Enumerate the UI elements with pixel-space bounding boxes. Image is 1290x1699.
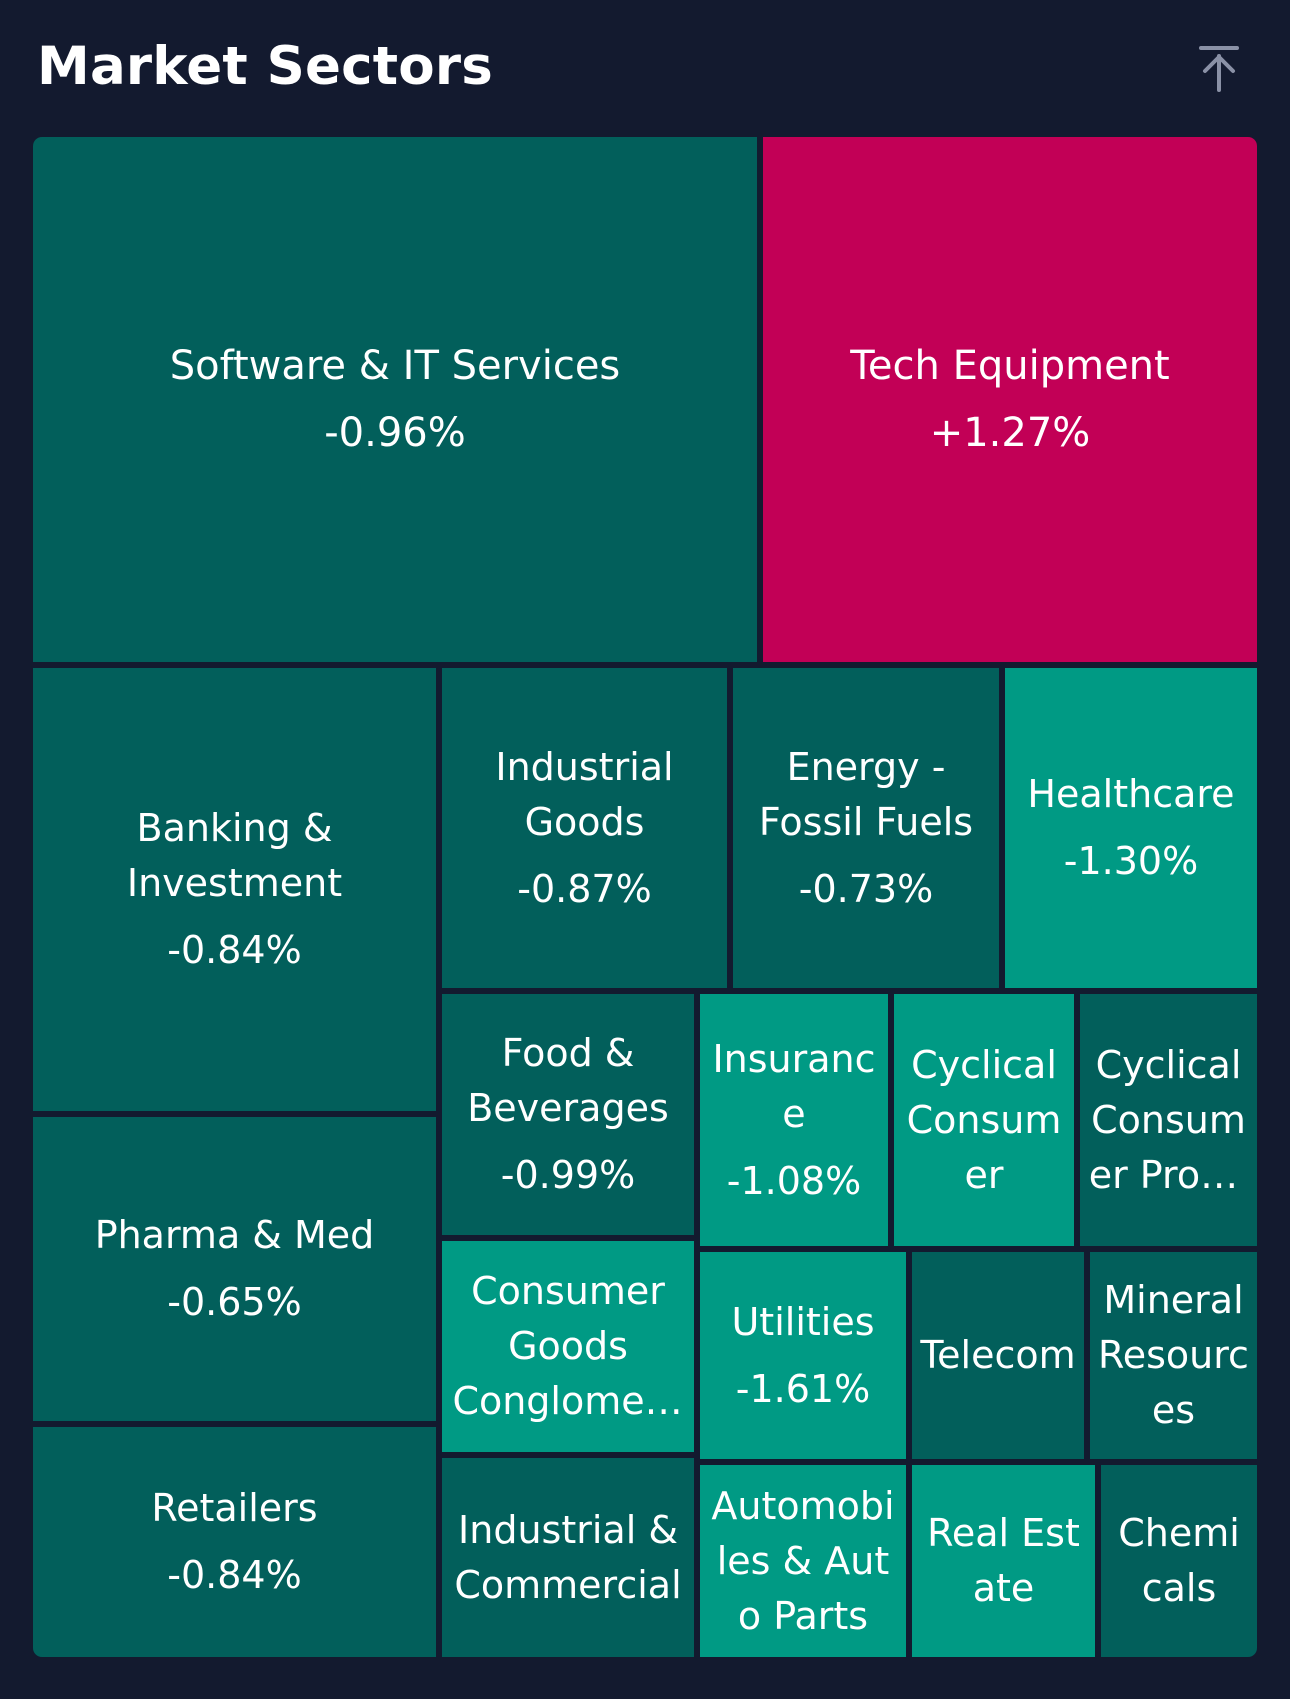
tile-name: Mineral Resources [1098, 1278, 1249, 1432]
tile-chemicals[interactable]: Chemicals [1101, 1465, 1257, 1657]
tile-name: Software & IT Services [169, 342, 621, 389]
tile-banking-investment[interactable]: Banking & Investment -0.84% [33, 668, 436, 1111]
tile-name: Telecom [920, 1333, 1076, 1377]
tile-name: Healthcare [1027, 772, 1235, 816]
tile-name: Utilities [731, 1299, 875, 1344]
tile-automobiles-auto-parts[interactable]: Automobiles & Auto Parts [700, 1465, 906, 1657]
tile-cyclical-consumer-products[interactable]: Cyclical Consumer Products [1080, 994, 1257, 1246]
tile-change: -0.73% [798, 866, 934, 911]
tile-name: Chemicals [1118, 1511, 1240, 1610]
tile-change: -0.99% [500, 1153, 636, 1197]
tile-change: -0.65% [167, 1280, 302, 1324]
tile-industrial-goods[interactable]: Industrial Goods -0.87% [442, 668, 727, 988]
tile-insurance[interactable]: Insurance -1.08% [700, 994, 888, 1246]
tile-cyclical-consumer[interactable]: Cyclical Consumer [894, 994, 1074, 1246]
tile-name: Pharma & Med [94, 1213, 375, 1257]
tile-name: Tech Equipment [850, 342, 1170, 389]
tile-change: -1.61% [735, 1366, 871, 1411]
tile-change: -1.30% [1063, 839, 1199, 883]
tile-change: -0.84% [167, 928, 302, 972]
tile-name: Insurance [712, 1036, 876, 1136]
tile-name: Industrial & Commercial [454, 1507, 682, 1607]
tile-change: -0.96% [324, 409, 466, 456]
tile-change: +1.27% [929, 409, 1091, 456]
tile-consumer-goods-conglomerates[interactable]: Consumer Goods Conglomerates [442, 1241, 694, 1452]
scroll-to-top-button[interactable] [1195, 44, 1243, 94]
tile-name: Energy - Fossil Fuels [758, 744, 974, 844]
tile-name: Retailers [151, 1486, 318, 1530]
tile-pharma-med[interactable]: Pharma & Med -0.65% [33, 1117, 436, 1421]
tile-name: Automobiles & Auto Parts [711, 1483, 895, 1638]
page-title: Market Sectors [37, 36, 493, 97]
tile-name: Consumer Goods Conglomerates [452, 1269, 684, 1423]
tile-real-estate[interactable]: Real Estate [912, 1465, 1095, 1657]
tile-change: -1.08% [726, 1158, 862, 1203]
tile-food-beverages[interactable]: Food & Beverages -0.99% [442, 994, 694, 1235]
tile-industrial-commercial[interactable]: Industrial & Commercial [442, 1458, 694, 1657]
tile-mineral-resources[interactable]: Mineral Resources [1090, 1252, 1257, 1459]
tile-software-it-services[interactable]: Software & IT Services -0.96% [33, 137, 757, 662]
arrow-up-to-line-icon [1199, 46, 1239, 92]
tile-retailers[interactable]: Retailers -0.84% [33, 1427, 436, 1657]
tile-energy-fossil-fuels[interactable]: Energy - Fossil Fuels -0.73% [733, 668, 999, 988]
tile-name: Industrial Goods [495, 744, 674, 844]
tile-tech-equipment[interactable]: Tech Equipment +1.27% [763, 137, 1257, 662]
tile-healthcare[interactable]: Healthcare -1.30% [1005, 668, 1257, 988]
tile-name: Cyclical Consumer Products [1088, 1042, 1249, 1197]
tile-utilities[interactable]: Utilities -1.61% [700, 1252, 906, 1459]
tile-change: -0.87% [517, 866, 652, 911]
tile-telecom[interactable]: Telecom [912, 1252, 1084, 1459]
tile-name: Banking & Investment [126, 806, 343, 905]
tile-name: Cyclical Consumer [906, 1042, 1062, 1197]
sector-treemap: Software & IT Services -0.96% Tech Equipm… [33, 137, 1257, 1657]
tile-name: Food & Beverages [467, 1031, 669, 1130]
tile-name: Real Estate [927, 1511, 1080, 1610]
tile-change: -0.84% [167, 1553, 302, 1597]
